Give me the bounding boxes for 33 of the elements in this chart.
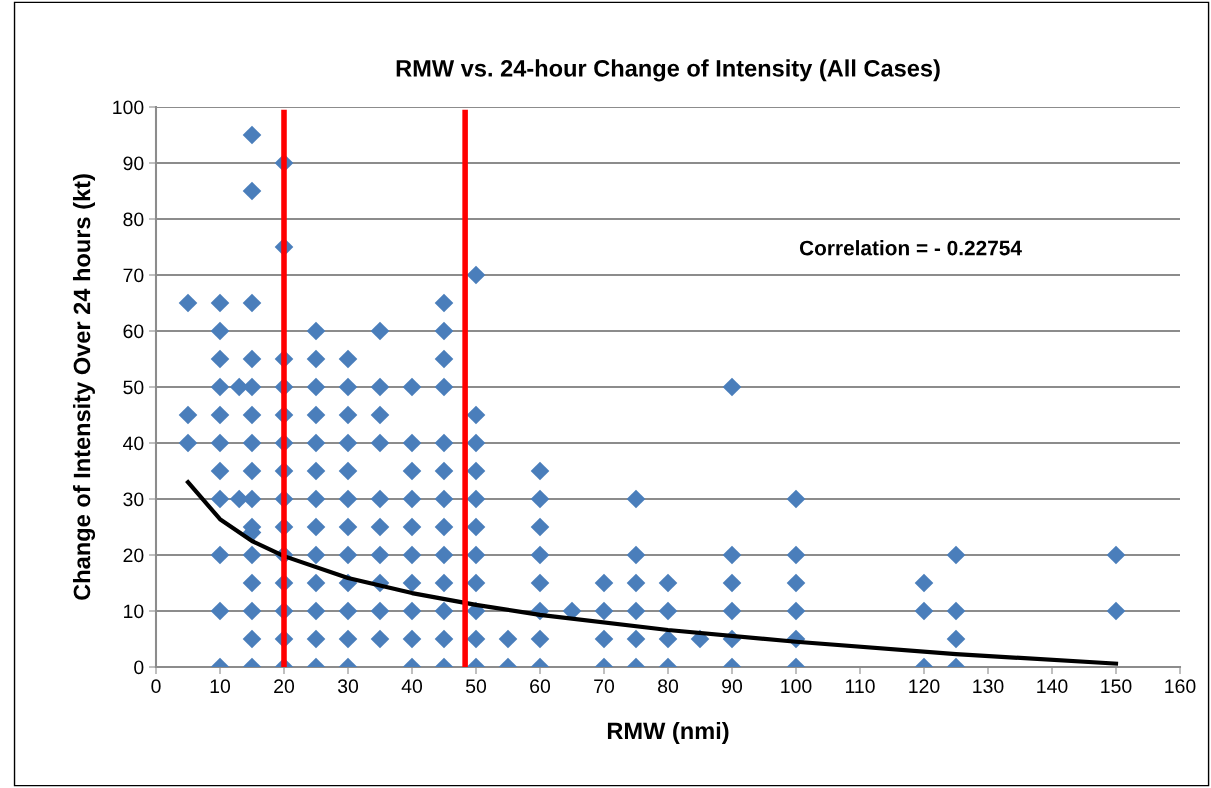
x-tick-label: 140 — [1037, 679, 1068, 694]
y-tick-label: 80 — [123, 212, 144, 227]
line-series — [185, 480, 1119, 666]
y-tick-label: 90 — [123, 156, 144, 171]
x-tick-label: 70 — [594, 679, 615, 694]
x-tick-label: 150 — [1101, 679, 1132, 694]
y-tick-label: 60 — [123, 324, 144, 339]
x-tick-label: 30 — [337, 679, 359, 694]
y-axis-title: Change of Intensity Over 24 hours (kt) — [72, 174, 96, 600]
x-tick-label: 40 — [401, 679, 423, 694]
y-tick-label: 10 — [124, 604, 144, 619]
x-tick-label: 160 — [1165, 679, 1196, 694]
x-tick-label: 50 — [465, 679, 487, 694]
x-axis-title: RMW (nmi) — [607, 721, 729, 744]
x-tick-label: 80 — [658, 679, 679, 694]
x-tick-label: 120 — [909, 679, 940, 694]
x-tick-label: 130 — [973, 679, 1004, 694]
chart-title: RMW vs. 24-hour Change of Intensity (All Cases) — [396, 59, 940, 82]
x-tick-label: 110 — [845, 679, 875, 694]
y-tick-label: 30 — [123, 492, 144, 507]
x-tick-label: 0 — [151, 679, 161, 694]
y-tick-label: 50 — [123, 380, 144, 395]
x-tick-label: 10 — [210, 679, 231, 694]
x-tick-label: 20 — [274, 679, 295, 694]
x-tick-label: 90 — [722, 679, 743, 694]
annotation: Correlation = - 0.22754 — [799, 240, 1022, 256]
y-tick-label: 40 — [123, 436, 144, 451]
x-tick-label: 60 — [530, 679, 551, 694]
y-tick-label: 20 — [123, 548, 144, 563]
y-tick-label: 70 — [123, 268, 144, 283]
y-tick-label: 0 — [134, 660, 144, 675]
x-tick-label: 100 — [781, 679, 812, 694]
y-tick-label: 100 — [113, 100, 144, 115]
